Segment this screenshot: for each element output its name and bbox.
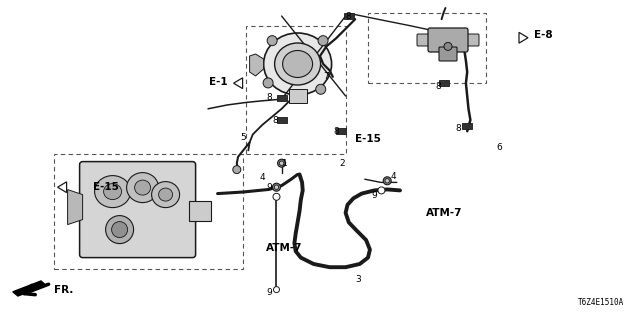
Text: ATM-7: ATM-7 (426, 208, 462, 218)
Text: ATM-7: ATM-7 (266, 243, 302, 253)
Text: E-8: E-8 (534, 30, 553, 40)
Polygon shape (519, 32, 528, 43)
FancyBboxPatch shape (189, 201, 211, 220)
FancyBboxPatch shape (79, 162, 196, 258)
FancyBboxPatch shape (289, 89, 307, 103)
Ellipse shape (283, 51, 312, 77)
Polygon shape (13, 281, 46, 296)
Text: 2: 2 (339, 159, 345, 168)
Circle shape (280, 161, 284, 165)
Text: 8: 8 (436, 82, 442, 91)
Ellipse shape (104, 184, 122, 200)
Text: 8: 8 (455, 124, 461, 132)
Circle shape (385, 179, 389, 183)
Circle shape (267, 36, 277, 46)
Bar (276, 117, 287, 123)
Circle shape (273, 193, 280, 200)
Circle shape (106, 216, 134, 244)
Text: 4: 4 (259, 173, 265, 182)
Text: E-15: E-15 (355, 134, 381, 144)
Ellipse shape (127, 172, 159, 203)
FancyBboxPatch shape (463, 34, 479, 46)
Text: 9: 9 (266, 183, 272, 192)
Text: 1: 1 (282, 159, 287, 168)
Circle shape (263, 78, 273, 88)
Ellipse shape (264, 33, 332, 95)
Text: 8: 8 (333, 127, 339, 136)
Ellipse shape (95, 176, 131, 208)
Polygon shape (58, 182, 67, 193)
Text: FR.: FR. (54, 284, 74, 295)
FancyBboxPatch shape (417, 34, 433, 46)
Bar (438, 80, 449, 86)
Circle shape (383, 177, 391, 185)
Bar (276, 95, 287, 100)
Ellipse shape (275, 43, 321, 85)
Circle shape (316, 84, 326, 94)
Polygon shape (68, 190, 83, 225)
Text: 9: 9 (266, 288, 272, 297)
Circle shape (318, 36, 328, 46)
Text: 7: 7 (323, 72, 329, 81)
Bar (344, 13, 355, 19)
Bar (54, 154, 243, 269)
Text: 3: 3 (356, 276, 361, 284)
Circle shape (273, 287, 280, 292)
Text: 4: 4 (390, 172, 396, 180)
Circle shape (111, 222, 127, 237)
Circle shape (233, 166, 241, 174)
FancyBboxPatch shape (428, 28, 468, 52)
Text: T6Z4E1510A: T6Z4E1510A (578, 298, 624, 307)
Bar (462, 124, 472, 129)
Text: 9: 9 (371, 191, 377, 200)
Ellipse shape (152, 182, 180, 208)
Circle shape (378, 187, 385, 194)
Text: 8: 8 (346, 12, 351, 20)
Text: 6: 6 (496, 143, 502, 152)
Text: 5: 5 (240, 133, 246, 142)
Circle shape (273, 183, 280, 191)
Bar (246, 26, 346, 154)
Text: 8: 8 (266, 93, 272, 102)
Polygon shape (250, 54, 264, 76)
Text: E-15: E-15 (93, 182, 118, 192)
Ellipse shape (134, 180, 150, 195)
Bar (368, 13, 486, 83)
FancyBboxPatch shape (439, 47, 457, 61)
Circle shape (444, 43, 452, 51)
Text: E-1: E-1 (209, 76, 227, 87)
Text: 8: 8 (273, 116, 278, 124)
Polygon shape (234, 78, 243, 89)
Circle shape (278, 159, 285, 167)
Bar (336, 128, 346, 134)
Circle shape (275, 185, 278, 189)
Ellipse shape (159, 188, 173, 201)
